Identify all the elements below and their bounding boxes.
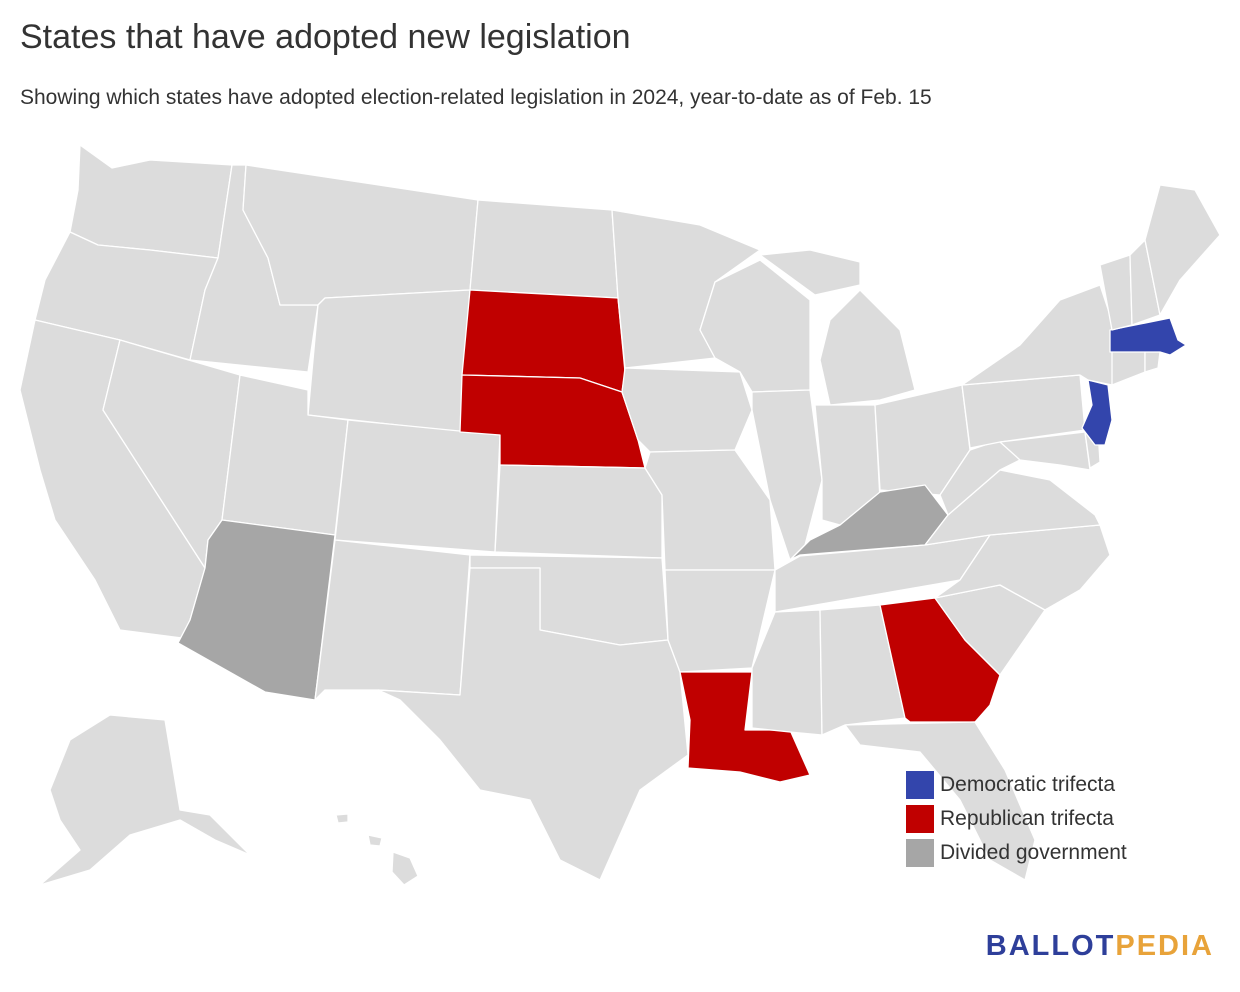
legend-swatch-democratic: [906, 771, 934, 799]
legend-item-democratic: Democratic trifecta: [906, 768, 1127, 802]
legend-label-republican: Republican trifecta: [940, 807, 1114, 830]
state-alabama: [819, 604, 906, 736]
logo-part-pedia: PEDIA: [1115, 930, 1214, 962]
state-hawaii-maui: [367, 834, 383, 847]
state-florida: [844, 721, 1036, 881]
state-mississippi: [751, 609, 823, 736]
state-connecticut: [1111, 349, 1146, 386]
map-title: States that have adopted new legislation: [20, 18, 631, 56]
state-colorado: [334, 419, 501, 553]
state-alaska: [39, 714, 251, 886]
map-subtitle: Showing which states have adopted electi…: [20, 86, 932, 109]
state-texas: [377, 567, 689, 881]
state-massachusetts: [1109, 317, 1187, 356]
us-map: [19, 144, 1221, 886]
state-wyoming: [307, 289, 471, 433]
state-iowa: [621, 367, 753, 453]
state-hawaii: [391, 851, 419, 886]
state-louisiana: [679, 671, 811, 783]
state-michigan: [819, 289, 916, 406]
legend-swatch-divided: [906, 839, 934, 867]
state-kansas: [494, 464, 663, 559]
legend-item-republican: Republican trifecta: [906, 802, 1127, 836]
legend-swatch-republican: [906, 805, 934, 833]
state-maine: [1144, 184, 1221, 316]
state-michigan-up: [759, 249, 861, 296]
state-new-mexico: [314, 539, 471, 701]
ballotpedia-logo: BALLOTPEDIA: [986, 930, 1214, 963]
state-hawaii-oahu: [335, 813, 349, 824]
state-missouri: [644, 449, 776, 571]
legend-label-democratic: Democratic trifecta: [940, 773, 1116, 796]
state-rhode-island: [1144, 351, 1161, 373]
legend-label-divided: Divided government: [940, 841, 1127, 864]
logo-part-ballot: BALLOT: [985, 930, 1116, 962]
state-kentucky: [789, 484, 949, 561]
legend-item-divided: Divided government: [906, 836, 1127, 870]
state-north-dakota: [469, 199, 619, 299]
state-new-york: [961, 284, 1116, 386]
map-legend: Democratic trifecta Republican trifecta …: [906, 768, 1127, 870]
state-montana: [242, 164, 479, 306]
state-new-jersey: [1081, 379, 1113, 446]
state-washington: [69, 144, 233, 259]
state-maryland: [999, 431, 1091, 471]
state-arkansas: [664, 569, 776, 673]
